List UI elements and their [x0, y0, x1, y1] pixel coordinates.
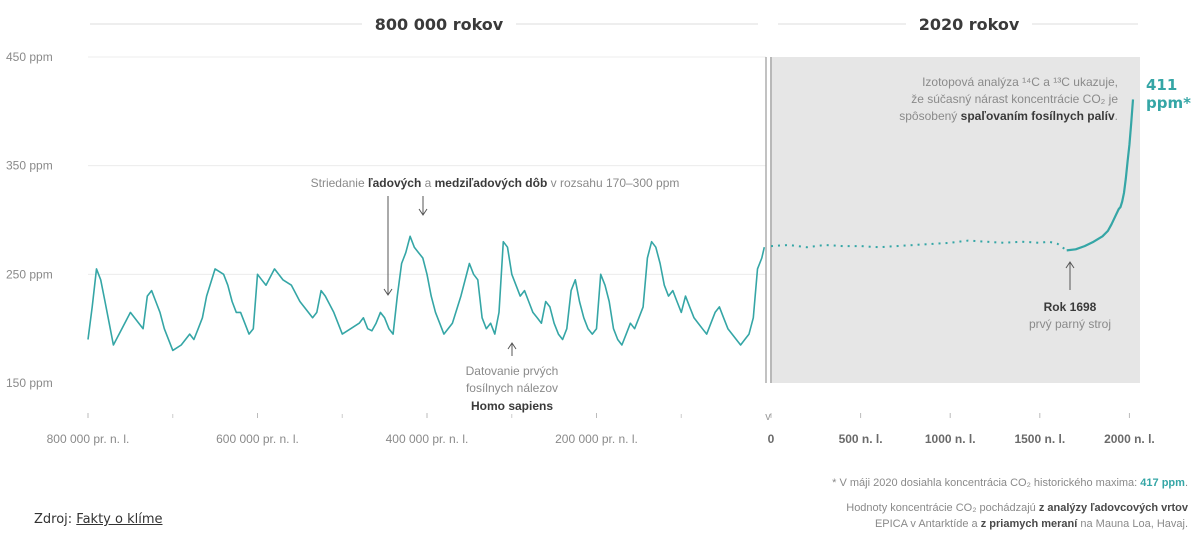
right-section-title: 2020 rokov: [919, 15, 1020, 34]
y-tick-label: 150 ppm: [6, 376, 53, 390]
year1698-arrow: [1065, 261, 1075, 290]
homo-annotation-line2: fosílnych nálezov: [466, 381, 558, 395]
x-axis: 800 000 pr. n. l. 600 000 pr. n. l. 400 00…: [47, 413, 1155, 446]
y-tick-label: 350 ppm: [6, 159, 53, 173]
x-tick-label: 0: [768, 432, 775, 446]
recent-period-background: [770, 57, 1140, 383]
glacial-arrow-long: [383, 196, 393, 296]
x-tick-label: 400 000 pr. n. l.: [386, 432, 469, 446]
year1698-sublabel: prvý parný stroj: [1029, 317, 1111, 331]
homo-arrow: [507, 342, 517, 356]
ice-core-series-line: [87, 235, 766, 352]
glacial-annotation: Striedanie ľadových a medziľadových dôb …: [311, 176, 680, 190]
max-note: * V máji 2020 dosiahla koncentrácia CO₂ …: [832, 477, 1188, 489]
x-tick-label: 2000 n. l.: [1104, 432, 1155, 446]
source-note-line1: Hodnoty koncentrácie CO₂ pochádzajú z an…: [846, 502, 1189, 514]
source-label: Zdroj:: [34, 512, 77, 527]
current-value-unit: ppm*: [1146, 94, 1191, 112]
x-tick-label: 600 000 pr. n. l.: [216, 432, 299, 446]
data-series: [87, 99, 1135, 352]
homo-annotation-line3: Homo sapiens: [471, 399, 553, 413]
left-section-header: 800 000 rokov: [90, 15, 758, 34]
year1698-label: Rok 1698: [1044, 300, 1097, 314]
right-section-header: 2020 rokov: [778, 15, 1138, 34]
source-link[interactable]: Fakty o klíme: [76, 512, 163, 527]
isotope-annotation-line1: Izotopová analýza ¹⁴C a ¹³C ukazuje,: [922, 75, 1118, 89]
isotope-annotation-line2: že súčasný nárast koncentrácie CO₂ je: [911, 92, 1118, 106]
isotope-annotation-line3: spôsobený spaľovaním fosílnych palív.: [899, 109, 1118, 123]
source-note-line2: EPICA v Antarktíde a z priamych meraní n…: [875, 518, 1188, 530]
y-tick-label: 250 ppm: [6, 267, 53, 281]
current-value-label: 411: [1146, 76, 1177, 94]
homo-annotation-line1: Datovanie prvých: [466, 364, 559, 378]
gridlines: [88, 56, 766, 275]
x-tick-label: 200 000 pr. n. l.: [555, 432, 638, 446]
y-axis: 450 ppm 350 ppm 250 ppm 150 ppm: [6, 50, 53, 390]
glacial-arrow-short: [418, 196, 428, 216]
axis-break-mark: v: [765, 411, 771, 423]
source-credit: Zdroj: Fakty o klíme: [34, 512, 163, 527]
x-tick-label: 1500 n. l.: [1014, 432, 1065, 446]
recent-rise-series-line: [1066, 99, 1135, 252]
x-tick-label: 1000 n. l.: [925, 432, 976, 446]
x-tick-label: 800 000 pr. n. l.: [47, 432, 130, 446]
y-tick-label: 450 ppm: [6, 50, 53, 64]
x-tick-label: 500 n. l.: [839, 432, 883, 446]
holocene-dotted-series-line: [770, 239, 1068, 252]
left-section-title: 800 000 rokov: [375, 15, 504, 34]
